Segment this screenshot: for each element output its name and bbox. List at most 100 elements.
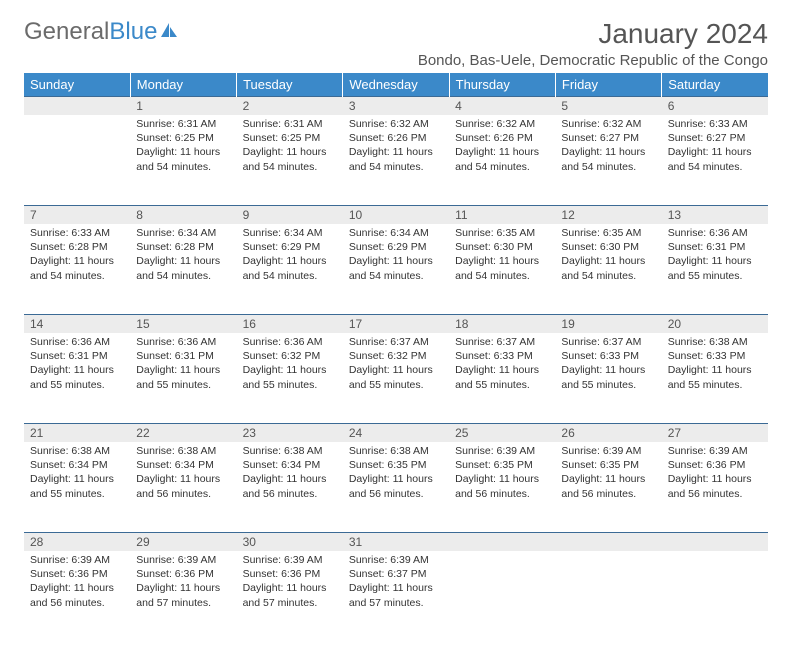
sunset-text: Sunset: 6:31 PM — [668, 240, 762, 254]
sunset-text: Sunset: 6:25 PM — [136, 131, 230, 145]
sunrise-text: Sunrise: 6:31 AM — [243, 117, 337, 131]
sunrise-text: Sunrise: 6:39 AM — [561, 444, 655, 458]
day-cell: Sunrise: 6:32 AMSunset: 6:26 PMDaylight:… — [449, 115, 555, 206]
daylight-text: Daylight: 11 hours and 55 minutes. — [561, 363, 655, 391]
daylight-text: Daylight: 11 hours and 54 minutes. — [561, 254, 655, 282]
calendar-table: Sunday Monday Tuesday Wednesday Thursday… — [24, 73, 768, 641]
day-cell: Sunrise: 6:39 AMSunset: 6:37 PMDaylight:… — [343, 551, 449, 641]
day-number: 8 — [130, 206, 236, 225]
daynum-row: 123456 — [24, 97, 768, 116]
sunrise-text: Sunrise: 6:36 AM — [30, 335, 124, 349]
month-title: January 2024 — [418, 18, 768, 50]
day-number: 20 — [662, 315, 768, 334]
daylight-text: Daylight: 11 hours and 54 minutes. — [243, 254, 337, 282]
day-cell: Sunrise: 6:36 AMSunset: 6:31 PMDaylight:… — [24, 333, 130, 424]
sunset-text: Sunset: 6:35 PM — [561, 458, 655, 472]
weekday-header: Tuesday — [237, 73, 343, 97]
daylight-text: Daylight: 11 hours and 56 minutes. — [455, 472, 549, 500]
sunset-text: Sunset: 6:33 PM — [455, 349, 549, 363]
daynum-row: 28293031 — [24, 533, 768, 552]
weekday-header: Friday — [555, 73, 661, 97]
day-cell: Sunrise: 6:39 AMSunset: 6:35 PMDaylight:… — [555, 442, 661, 533]
sunrise-text: Sunrise: 6:37 AM — [561, 335, 655, 349]
sunrise-text: Sunrise: 6:32 AM — [455, 117, 549, 131]
sunrise-text: Sunrise: 6:31 AM — [136, 117, 230, 131]
logo-sail-icon — [159, 21, 179, 39]
day-number: 3 — [343, 97, 449, 116]
day-cell: Sunrise: 6:34 AMSunset: 6:28 PMDaylight:… — [130, 224, 236, 315]
daylight-text: Daylight: 11 hours and 54 minutes. — [349, 254, 443, 282]
sunrise-text: Sunrise: 6:36 AM — [668, 226, 762, 240]
day-cell: Sunrise: 6:32 AMSunset: 6:27 PMDaylight:… — [555, 115, 661, 206]
day-cell: Sunrise: 6:31 AMSunset: 6:25 PMDaylight:… — [237, 115, 343, 206]
day-cell: Sunrise: 6:39 AMSunset: 6:36 PMDaylight:… — [130, 551, 236, 641]
content-row: Sunrise: 6:36 AMSunset: 6:31 PMDaylight:… — [24, 333, 768, 424]
sunrise-text: Sunrise: 6:39 AM — [136, 553, 230, 567]
day-number: 4 — [449, 97, 555, 116]
sunset-text: Sunset: 6:26 PM — [455, 131, 549, 145]
sunrise-text: Sunrise: 6:32 AM — [349, 117, 443, 131]
day-number: 17 — [343, 315, 449, 334]
daylight-text: Daylight: 11 hours and 54 minutes. — [136, 145, 230, 173]
sunrise-text: Sunrise: 6:37 AM — [349, 335, 443, 349]
daylight-text: Daylight: 11 hours and 57 minutes. — [243, 581, 337, 609]
sunset-text: Sunset: 6:25 PM — [243, 131, 337, 145]
day-cell: Sunrise: 6:32 AMSunset: 6:26 PMDaylight:… — [343, 115, 449, 206]
content-row: Sunrise: 6:31 AMSunset: 6:25 PMDaylight:… — [24, 115, 768, 206]
daylight-text: Daylight: 11 hours and 55 minutes. — [668, 254, 762, 282]
day-number: 2 — [237, 97, 343, 116]
day-number: 15 — [130, 315, 236, 334]
sunset-text: Sunset: 6:34 PM — [136, 458, 230, 472]
weekday-header: Saturday — [662, 73, 768, 97]
day-cell — [449, 551, 555, 641]
sunset-text: Sunset: 6:28 PM — [30, 240, 124, 254]
sunrise-text: Sunrise: 6:37 AM — [455, 335, 549, 349]
header: GeneralBlue January 2024 Bondo, Bas-Uele… — [24, 18, 768, 69]
sunrise-text: Sunrise: 6:33 AM — [668, 117, 762, 131]
day-cell: Sunrise: 6:37 AMSunset: 6:33 PMDaylight:… — [449, 333, 555, 424]
sunrise-text: Sunrise: 6:33 AM — [30, 226, 124, 240]
location: Bondo, Bas-Uele, Democratic Republic of … — [418, 52, 768, 69]
day-number — [555, 533, 661, 552]
day-number: 10 — [343, 206, 449, 225]
content-row: Sunrise: 6:39 AMSunset: 6:36 PMDaylight:… — [24, 551, 768, 641]
sunset-text: Sunset: 6:36 PM — [30, 567, 124, 581]
sunset-text: Sunset: 6:32 PM — [243, 349, 337, 363]
weekday-header: Monday — [130, 73, 236, 97]
day-cell: Sunrise: 6:34 AMSunset: 6:29 PMDaylight:… — [343, 224, 449, 315]
day-cell: Sunrise: 6:39 AMSunset: 6:35 PMDaylight:… — [449, 442, 555, 533]
sunrise-text: Sunrise: 6:38 AM — [30, 444, 124, 458]
daynum-row: 21222324252627 — [24, 424, 768, 443]
content-row: Sunrise: 6:33 AMSunset: 6:28 PM Daylight:… — [24, 224, 768, 315]
day-number: 11 — [449, 206, 555, 225]
day-number: 23 — [237, 424, 343, 443]
sunrise-text: Sunrise: 6:38 AM — [136, 444, 230, 458]
daylight-text: Daylight: 11 hours and 54 minutes. — [349, 145, 443, 173]
title-block: January 2024 Bondo, Bas-Uele, Democratic… — [418, 18, 768, 69]
day-number: 9 — [237, 206, 343, 225]
weekday-header-row: Sunday Monday Tuesday Wednesday Thursday… — [24, 73, 768, 97]
sunrise-text: Sunrise: 6:35 AM — [455, 226, 549, 240]
day-cell: Sunrise: 6:35 AMSunset: 6:30 PMDaylight:… — [449, 224, 555, 315]
daylight-text: Daylight: 11 hours and 55 minutes. — [30, 472, 124, 500]
day-cell: Sunrise: 6:36 AMSunset: 6:31 PMDaylight:… — [130, 333, 236, 424]
daylight-text: Daylight: 11 hours and 55 minutes. — [349, 363, 443, 391]
day-cell: Sunrise: 6:37 AMSunset: 6:32 PMDaylight:… — [343, 333, 449, 424]
daylight-text: Daylight: 11 hours and 57 minutes. — [349, 581, 443, 609]
sunset-text: Sunset: 6:35 PM — [455, 458, 549, 472]
daynum-row: 14151617181920 — [24, 315, 768, 334]
day-cell: Sunrise: 6:36 AMSunset: 6:32 PMDaylight:… — [237, 333, 343, 424]
day-number: 27 — [662, 424, 768, 443]
sunrise-text: Sunrise: 6:32 AM — [561, 117, 655, 131]
sunset-text: Sunset: 6:35 PM — [349, 458, 443, 472]
day-number: 30 — [237, 533, 343, 552]
day-cell: Sunrise: 6:35 AMSunset: 6:30 PMDaylight:… — [555, 224, 661, 315]
day-cell: Sunrise: 6:38 AMSunset: 6:34 PMDaylight:… — [237, 442, 343, 533]
day-cell: Sunrise: 6:39 AMSunset: 6:36 PMDaylight:… — [662, 442, 768, 533]
day-cell: Sunrise: 6:34 AMSunset: 6:29 PMDaylight:… — [237, 224, 343, 315]
weekday-header: Thursday — [449, 73, 555, 97]
day-cell: Sunrise: 6:36 AMSunset: 6:31 PMDaylight:… — [662, 224, 768, 315]
sunrise-text: Sunrise: 6:39 AM — [243, 553, 337, 567]
day-number: 18 — [449, 315, 555, 334]
daylight-text: Daylight: 11 hours and 56 minutes. — [30, 581, 124, 609]
